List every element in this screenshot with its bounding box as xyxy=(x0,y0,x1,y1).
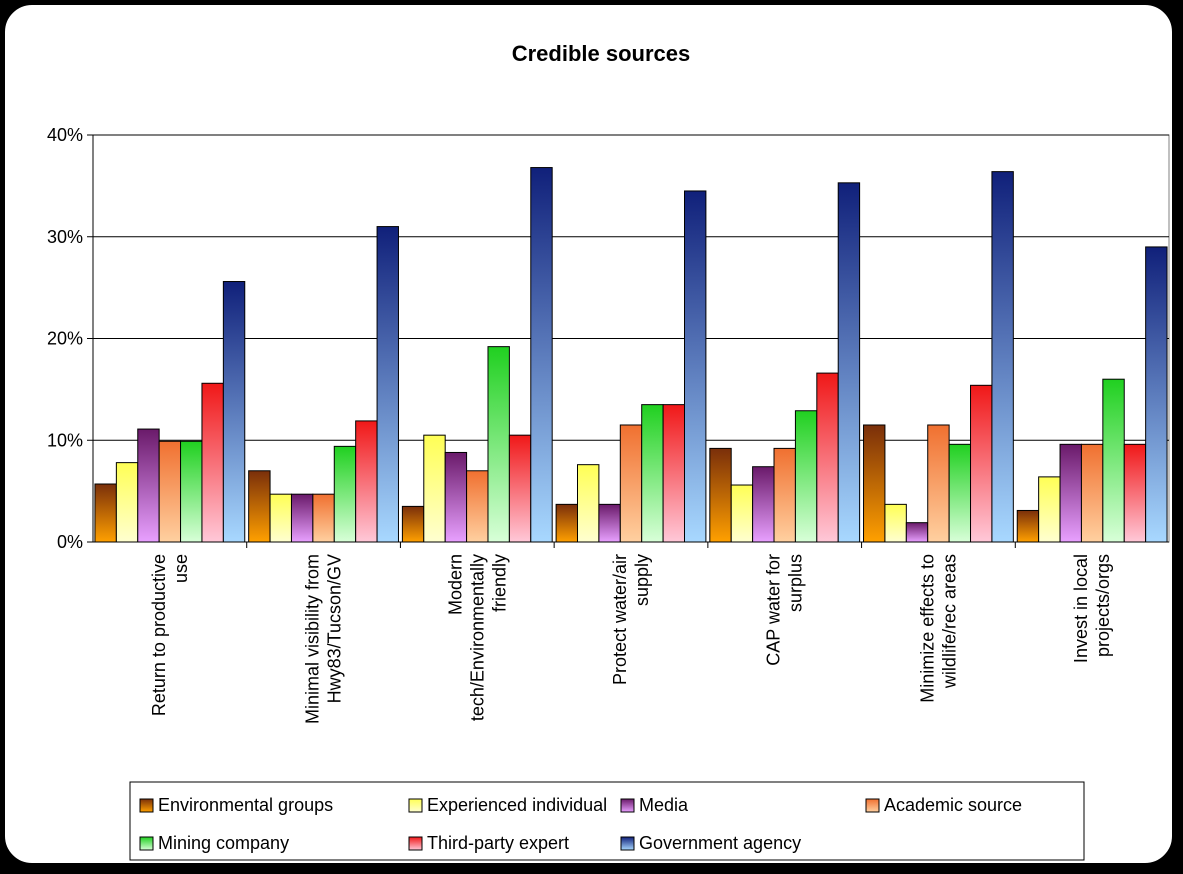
category-label: CAP water for surplus xyxy=(764,554,806,666)
category-label-line: Modern xyxy=(445,554,465,615)
bar xyxy=(1123,443,1147,543)
bar xyxy=(1059,443,1082,543)
category-label: Modern tech/Environmentally friendly xyxy=(445,554,509,721)
category-label: Minimize effects to wildlife/rec areas xyxy=(917,554,959,703)
bar xyxy=(401,505,425,543)
bar xyxy=(1016,509,1040,543)
category-label-line: Invest in local xyxy=(1071,554,1091,663)
category-label-line: Minimize effects to xyxy=(917,554,937,703)
chart: Credible sources 0% 10% 20% 30% 40% Return t… xyxy=(47,41,1170,861)
category-label: Minimal visibility from Hwy83/Tucson/GV xyxy=(303,554,345,724)
legend-swatch xyxy=(139,836,154,851)
legend-label: Academic source xyxy=(884,795,1022,815)
chart-title: Credible sources xyxy=(512,41,691,66)
bar xyxy=(444,451,468,543)
y-axis: 0% 10% 20% 30% 40% xyxy=(47,125,94,552)
bar xyxy=(355,420,378,543)
legend-label: Media xyxy=(639,795,689,815)
bar xyxy=(641,404,664,543)
category-label-line: Minimal visibility from xyxy=(303,554,323,724)
y-tick-label: 0% xyxy=(57,532,83,552)
bar xyxy=(991,171,1014,543)
bar xyxy=(948,443,972,543)
category-label: Return to productive use xyxy=(149,554,191,716)
bar xyxy=(269,493,292,543)
legend-swatch xyxy=(620,836,635,851)
bar xyxy=(730,484,754,543)
bar xyxy=(927,424,950,543)
legend: Environmental groups Experienced individu… xyxy=(129,781,1085,861)
bar xyxy=(508,434,532,543)
category-label-line: use xyxy=(171,554,191,583)
bar xyxy=(1145,246,1168,543)
bar xyxy=(555,503,578,543)
bar xyxy=(863,424,886,543)
bar xyxy=(837,182,861,543)
bar xyxy=(312,493,335,543)
bar xyxy=(598,503,621,543)
y-tick-label: 30% xyxy=(47,227,83,247)
legend-swatch xyxy=(139,798,154,813)
category-label: Protect water/air supply xyxy=(610,554,652,685)
category-label-line: wildlife/rec areas xyxy=(939,554,959,689)
y-tick-label: 40% xyxy=(47,125,83,145)
bar xyxy=(158,440,182,543)
category-label-line: CAP water for xyxy=(764,554,784,666)
legend-label: Environmental groups xyxy=(158,795,333,815)
bar xyxy=(487,346,510,543)
bar xyxy=(1080,443,1104,543)
bar xyxy=(709,447,732,543)
bar xyxy=(137,428,160,543)
bar xyxy=(94,483,117,543)
bar xyxy=(684,190,707,543)
bar xyxy=(248,470,271,543)
legend-swatch xyxy=(865,798,880,813)
bar xyxy=(970,384,993,543)
bar xyxy=(222,281,246,543)
category-label-line: supply xyxy=(632,554,652,606)
bar xyxy=(905,522,929,543)
bar xyxy=(884,503,907,543)
bar xyxy=(816,372,839,543)
category-label-line: Protect water/air xyxy=(610,554,630,685)
category-label: Invest in local projects/orgs xyxy=(1071,554,1113,663)
legend-label: Government agency xyxy=(639,833,801,853)
bar xyxy=(773,447,796,543)
category-label-line: Hwy83/Tucson/GV xyxy=(325,554,345,703)
legend-swatch xyxy=(408,798,423,813)
bar xyxy=(333,445,357,543)
legend-box xyxy=(129,781,1085,861)
bar xyxy=(423,434,446,543)
bar xyxy=(466,470,489,543)
bar xyxy=(794,410,818,543)
bar xyxy=(1102,378,1125,543)
category-label-line: tech/Environmentally xyxy=(467,554,487,721)
category-label-line: projects/orgs xyxy=(1093,554,1113,657)
legend-swatch xyxy=(408,836,423,851)
category-label-line: surplus xyxy=(786,554,806,612)
legend-label: Mining company xyxy=(158,833,289,853)
bar xyxy=(376,226,399,543)
bar xyxy=(662,404,685,543)
category-label-line: friendly xyxy=(489,554,509,612)
bar xyxy=(180,440,203,543)
category-label-line: Return to productive xyxy=(149,554,169,716)
y-tick-label: 20% xyxy=(47,329,83,349)
bar xyxy=(530,167,553,543)
bar xyxy=(290,493,314,543)
bar xyxy=(115,462,139,543)
legend-label: Third-party expert xyxy=(427,833,569,853)
bar xyxy=(201,382,224,543)
y-tick-label: 10% xyxy=(47,430,83,450)
bar xyxy=(1038,476,1061,543)
x-axis: Return to productive use Minimal visibilit… xyxy=(93,541,1169,724)
bar xyxy=(577,464,600,543)
legend-swatch xyxy=(620,798,635,813)
legend-label: Experienced individual xyxy=(427,795,607,815)
bar xyxy=(619,424,643,543)
bar xyxy=(752,466,775,543)
